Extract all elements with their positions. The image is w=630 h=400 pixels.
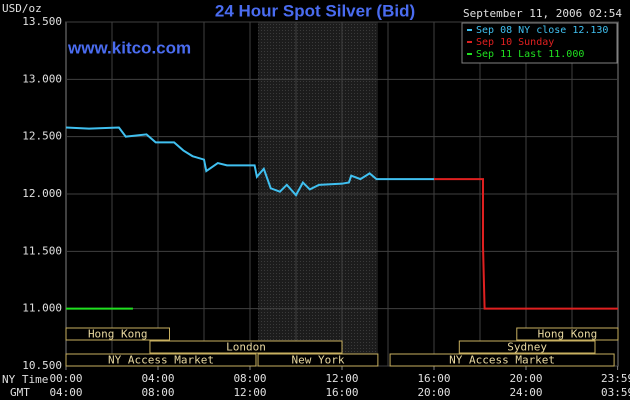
- y-axis-label: USD/oz: [2, 2, 42, 15]
- x2-tick-label: 24:00: [509, 386, 542, 399]
- session-box: [458, 340, 596, 354]
- x2-tick-label: 08:00: [141, 386, 174, 399]
- y-tick-label: 13.000: [22, 72, 62, 85]
- chart-title: 24 Hour Spot Silver (Bid): [215, 1, 415, 20]
- session-box: [65, 353, 257, 367]
- session-box: [65, 327, 170, 341]
- session-label: NY Access Market: [108, 354, 214, 367]
- session-label: Hong Kong: [88, 328, 148, 341]
- x-tick-label: 00:00: [49, 372, 82, 385]
- y-tick-label: 12.000: [22, 187, 62, 200]
- x2-tick-label: 03:59: [601, 386, 630, 399]
- session-label: NY Access Market: [449, 354, 555, 367]
- session-box: [149, 340, 343, 354]
- session-box: [257, 353, 379, 367]
- session-box: [516, 327, 619, 341]
- x-tick-label: 08:00: [233, 372, 266, 385]
- timestamp: September 11, 2006 02:54: [463, 7, 622, 20]
- session-label: Sydney: [507, 341, 547, 354]
- x-tick-label: 20:00: [509, 372, 542, 385]
- y-tick-label: 13.500: [22, 15, 62, 28]
- y-tick-label: 11.000: [22, 302, 62, 315]
- x-tick-label: 04:00: [141, 372, 174, 385]
- series-line: [65, 126, 434, 197]
- session-label: London: [226, 341, 266, 354]
- session-label: Hong Kong: [538, 328, 598, 341]
- y-tick-label: 10.500: [22, 359, 62, 372]
- legend-box: [461, 22, 618, 64]
- legend-label: Sep 11 Last 11.000: [476, 49, 584, 60]
- legend-label: Sep 08 NY close 12.130: [476, 25, 608, 36]
- x2-tick-label: 16:00: [325, 386, 358, 399]
- x-tick-label: 12:00: [325, 372, 358, 385]
- x2-tick-label: 04:00: [49, 386, 82, 399]
- x-tick-label: 16:00: [417, 372, 450, 385]
- x-axis-label: NY Time: [2, 373, 48, 386]
- y-tick-label: 12.500: [22, 130, 62, 143]
- watermark: www.kitco.com: [67, 38, 191, 57]
- y-tick-label: 11.500: [22, 244, 62, 257]
- x2-axis-label: GMT: [10, 386, 30, 399]
- series-line: [434, 178, 618, 310]
- x-tick-label: 23:59: [601, 372, 630, 385]
- session-label: New York: [291, 354, 344, 367]
- x2-tick-label: 12:00: [233, 386, 266, 399]
- x2-tick-label: 20:00: [417, 386, 450, 399]
- session-box: [389, 353, 615, 367]
- legend-label: Sep 10 Sunday: [476, 37, 554, 48]
